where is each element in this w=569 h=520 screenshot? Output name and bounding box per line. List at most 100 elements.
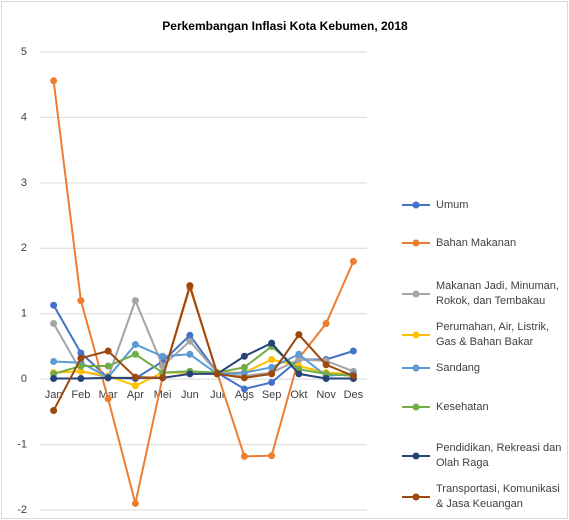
data-point bbox=[268, 339, 276, 347]
legend-swatch bbox=[402, 403, 430, 411]
data-point bbox=[268, 452, 276, 460]
data-point bbox=[295, 356, 303, 364]
data-point bbox=[213, 370, 221, 378]
data-point bbox=[268, 356, 276, 364]
y-tick-label: -1 bbox=[17, 438, 27, 450]
legend-item: Bahan Makanan bbox=[402, 228, 567, 258]
data-point bbox=[104, 374, 112, 382]
data-point bbox=[50, 77, 58, 85]
legend-swatch bbox=[402, 364, 430, 372]
data-point bbox=[349, 347, 357, 355]
legend-marker bbox=[412, 201, 420, 209]
legend-item: Sandang bbox=[402, 353, 567, 383]
data-point bbox=[131, 373, 139, 381]
x-tick-label: Mar bbox=[99, 389, 118, 401]
legend-item: Makanan Jadi, Minuman, Rokok, dan Tembak… bbox=[402, 279, 567, 309]
data-point bbox=[77, 349, 85, 357]
legend-item: Kesehatan bbox=[402, 392, 567, 422]
x-tick-label: Feb bbox=[71, 389, 90, 401]
legend-label: Makanan Jadi, Minuman, Rokok, dan Tembak… bbox=[436, 280, 559, 307]
series-line bbox=[52, 297, 354, 379]
series-line bbox=[53, 343, 354, 379]
x-tick-label: Mei bbox=[154, 389, 172, 401]
data-point bbox=[322, 374, 330, 382]
data-point bbox=[322, 320, 330, 328]
legend-item: Umum bbox=[402, 190, 567, 220]
data-point bbox=[50, 407, 58, 415]
data-point bbox=[268, 378, 276, 386]
data-point bbox=[349, 372, 357, 380]
data-point bbox=[77, 362, 85, 370]
data-point bbox=[159, 374, 167, 382]
legend-item: Perumahan, Air, Listrik, Gas & Bahan Bak… bbox=[402, 320, 567, 350]
data-point bbox=[77, 354, 85, 362]
chart-title: Perkembangan Inflasi Kota Kebumen, 2018 bbox=[162, 19, 408, 33]
data-point bbox=[131, 350, 139, 358]
legend-marker bbox=[412, 493, 420, 501]
data-point bbox=[104, 347, 112, 355]
data-point bbox=[50, 320, 58, 328]
data-point bbox=[240, 452, 248, 460]
data-point bbox=[77, 297, 85, 305]
x-tick-label: Okt bbox=[290, 389, 307, 401]
legend-label: Transportasi, Komunikasi & Jasa Keuangan bbox=[436, 483, 560, 510]
data-point bbox=[240, 363, 248, 371]
data-point bbox=[295, 350, 303, 358]
y-tick-label: 1 bbox=[21, 308, 27, 320]
data-point bbox=[159, 362, 167, 370]
legend-marker bbox=[412, 364, 420, 372]
x-tick-label: Jul bbox=[210, 389, 224, 401]
legend-label: Bahan Makanan bbox=[436, 236, 517, 249]
data-point bbox=[77, 374, 85, 382]
y-tick-label: 4 bbox=[21, 111, 27, 123]
x-tick-label: Des bbox=[344, 389, 364, 401]
legend-label: Kesehatan bbox=[436, 400, 489, 413]
data-point bbox=[159, 352, 167, 360]
legend-marker bbox=[412, 239, 420, 247]
x-tick-label: Nov bbox=[316, 389, 336, 401]
data-point bbox=[131, 297, 139, 305]
x-tick-label: Jan bbox=[45, 389, 63, 401]
x-tick-label: Jun bbox=[181, 389, 199, 401]
data-point bbox=[50, 301, 58, 309]
data-point bbox=[240, 385, 248, 393]
legend-marker bbox=[412, 452, 420, 460]
series-line bbox=[52, 282, 354, 412]
data-point bbox=[186, 370, 194, 378]
legend-marker bbox=[412, 331, 420, 339]
y-tick-label: 5 bbox=[21, 46, 27, 58]
legend-swatch bbox=[402, 331, 430, 339]
data-point bbox=[77, 367, 85, 375]
y-tick-label: -2 bbox=[17, 504, 27, 516]
data-point bbox=[50, 374, 58, 382]
legend-item: Transportasi, Komunikasi & Jasa Keuangan bbox=[402, 482, 567, 512]
legend-marker bbox=[412, 403, 420, 411]
legend-swatch bbox=[402, 452, 430, 460]
y-tick-label: 2 bbox=[21, 242, 27, 254]
series-line bbox=[53, 345, 354, 377]
data-point bbox=[349, 257, 357, 265]
legend-label: Perumahan, Air, Listrik, Gas & Bahan Bak… bbox=[436, 321, 550, 348]
x-tick-label: Apr bbox=[127, 389, 144, 401]
legend-item: Pendidikan, Rekreasi dan Olah Raga bbox=[402, 441, 567, 471]
legend-swatch bbox=[402, 290, 430, 298]
data-point bbox=[322, 361, 330, 369]
data-point bbox=[104, 395, 112, 403]
legend-swatch bbox=[402, 201, 430, 209]
data-point bbox=[131, 499, 139, 507]
y-tick-label: 0 bbox=[21, 373, 27, 385]
data-point bbox=[240, 369, 248, 377]
data-point bbox=[131, 382, 139, 390]
data-point bbox=[186, 350, 194, 358]
legend-label: Umum bbox=[436, 198, 469, 211]
data-point bbox=[295, 331, 303, 339]
legend-marker bbox=[412, 290, 420, 298]
data-point bbox=[240, 352, 248, 360]
data-point bbox=[240, 374, 248, 382]
data-point bbox=[186, 337, 194, 345]
legend-label: Sandang bbox=[436, 361, 481, 374]
legend-swatch bbox=[402, 493, 430, 501]
